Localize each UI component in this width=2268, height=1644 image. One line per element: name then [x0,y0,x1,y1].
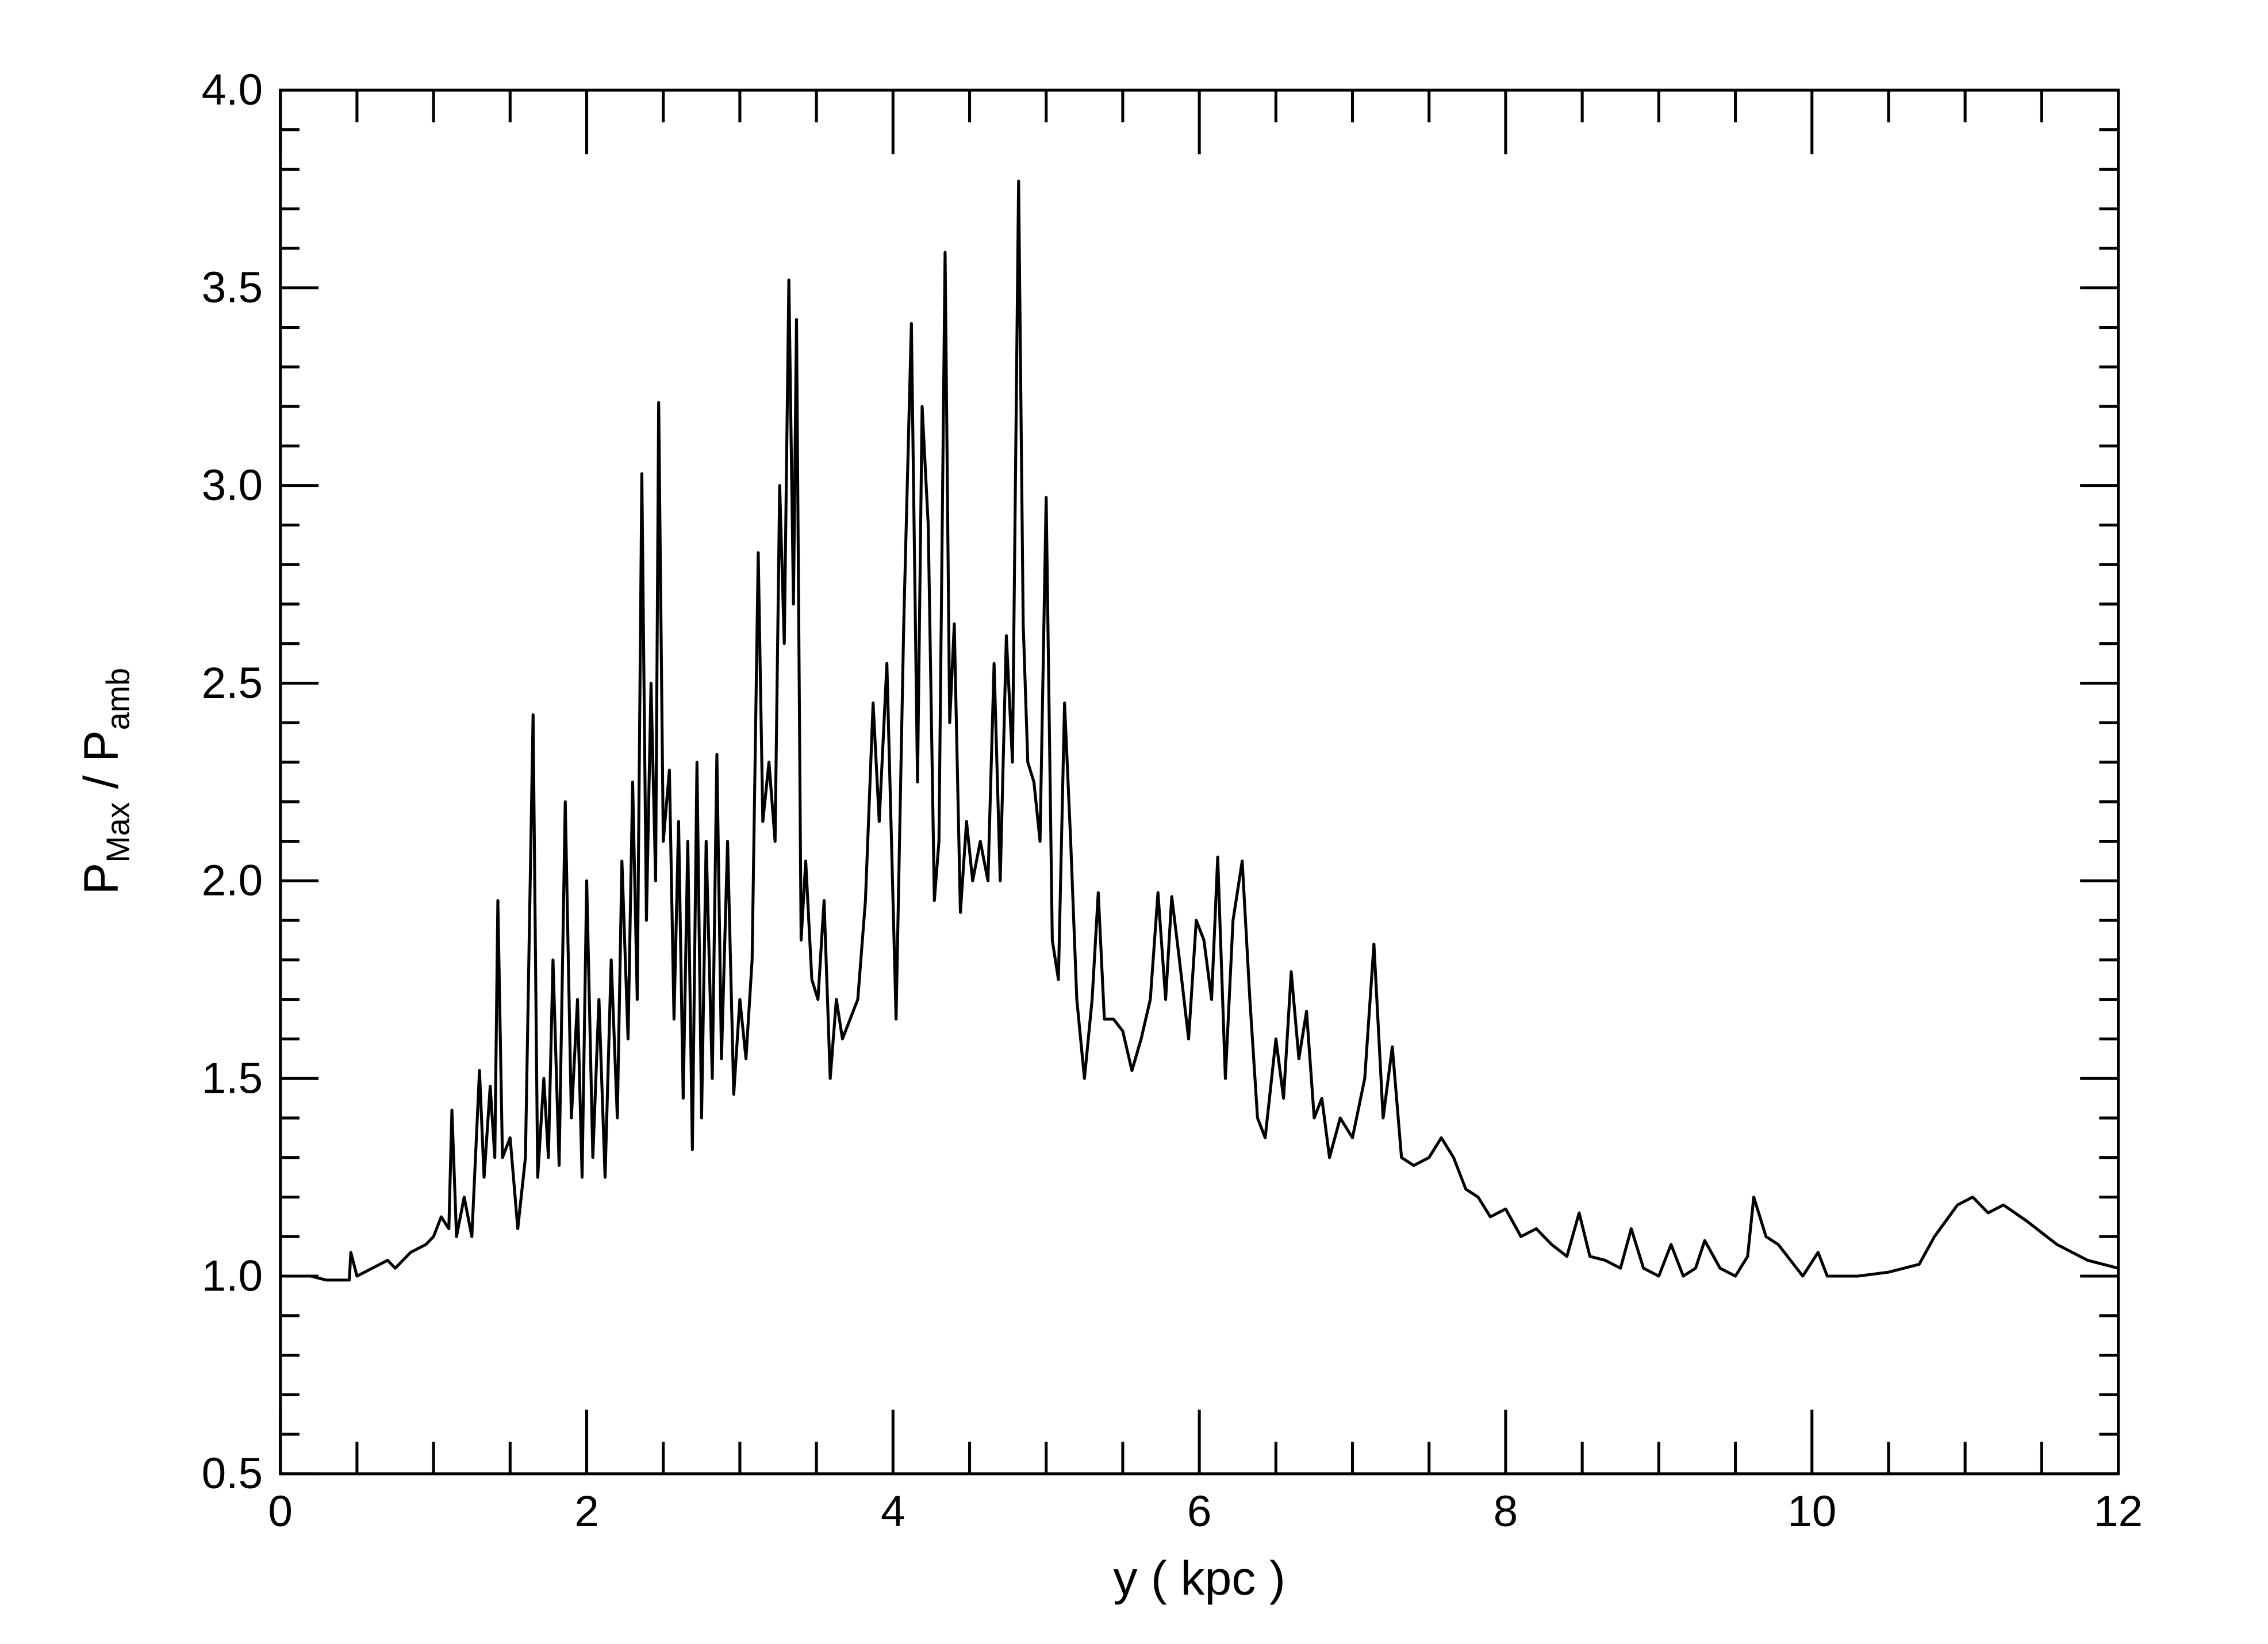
x-tick-label: 4 [881,1487,905,1536]
y-tick-label: 0.5 [202,1449,263,1498]
y-tick-label: 3.5 [202,263,263,312]
x-tick-label: 10 [1787,1487,1836,1536]
x-tick-label: 0 [268,1487,293,1536]
x-tick-label: 12 [2094,1487,2143,1536]
y-axis-label-part: P [74,863,128,895]
plot-frame [279,89,2120,1476]
y-tick-label: 4.0 [202,66,263,115]
x-tick-label: 8 [1494,1487,1518,1536]
y-axis-label: PMax / Pamb [74,668,136,894]
y-axis-label-sub: amb [99,668,136,730]
y-tick-label: 1.5 [202,1054,263,1103]
x-tick-label: 2 [574,1487,599,1536]
x-tick-label: 6 [1187,1487,1212,1536]
data-line [280,179,2119,1282]
y-axis-label-sub: Max [99,802,136,862]
x-axis-label: y ( kpc ) [1113,1551,1285,1605]
y-tick-label: 2.0 [202,856,263,905]
y-tick-label: 1.0 [202,1252,263,1301]
y-axis-label-part: / P [74,730,128,802]
y-tick-label: 3.0 [202,461,263,510]
y-tick-label: 2.5 [202,659,263,708]
